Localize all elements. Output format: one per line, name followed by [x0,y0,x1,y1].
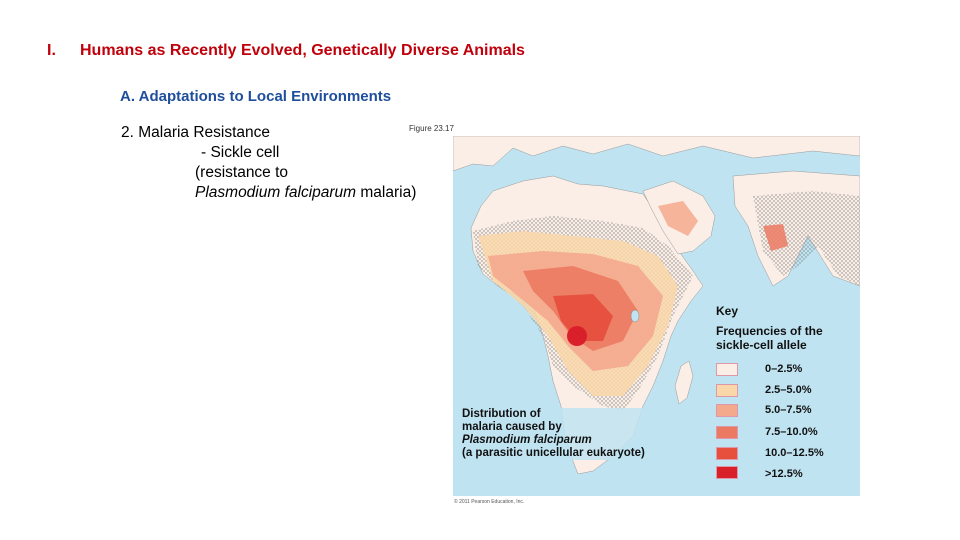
europe-land [453,136,860,172]
madagascar-land [674,360,694,405]
lake-victoria [630,309,640,323]
distribution-line-italic: Plasmodium falciparum [462,434,592,446]
freq-peak [567,326,587,346]
body-line-malaria: 2. Malaria Resistance [121,124,271,141]
key-title: Key [716,304,739,318]
legend-swatch [716,447,738,460]
legend-label: 2.5–5.0% [765,384,812,396]
body-text: 2. Malaria Resistance - Sickle cell (res… [121,123,416,203]
asia-malaria-distribution [753,191,860,286]
sickle-cell-map: Key Frequencies of the sickle-cell allel… [453,136,860,496]
legend-label: 10.0–12.5% [765,447,824,459]
legend-swatch [716,466,738,479]
legend-swatch [716,404,738,417]
legend-swatch [716,363,738,376]
key-subtitle: Frequencies of the sickle-cell allele [716,324,823,352]
figure-label: Figure 23.17 [409,124,454,133]
distribution-line: (a parasitic unicellular eukaryote) [462,447,645,459]
legend-swatch [716,426,738,439]
legend-swatch [716,384,738,397]
freq-patch-india [763,224,788,251]
body-line-sickle: - Sickle cell [201,144,280,161]
legend-label: 5.0–7.5% [765,404,812,416]
legend-label: 0–2.5% [765,363,803,375]
plasmodium-italic: Plasmodium falciparum [195,184,357,201]
map-drawing [453,136,860,475]
slide-subtitle: A. Adaptations to Local Environments [120,88,392,105]
freq-patch-arabia [658,201,698,236]
body-line-resistance: (resistance to [195,164,289,181]
freq-patch-very-high [553,294,613,341]
slide-title: Humans as Recently Evolved, Genetically … [80,42,525,59]
body-line-plasmodium: Plasmodium falciparum malaria) [121,183,416,203]
malaria-suffix: malaria) [356,184,417,201]
copyright-text: © 2011 Pearson Education, Inc. [454,499,525,505]
section-number: I. [47,42,56,59]
legend-label: >12.5% [765,468,803,480]
distribution-line: Distribution of [462,408,541,420]
distribution-caption: Distribution of malaria caused by Plasmo… [462,408,645,460]
legend-label: 7.5–10.0% [765,426,818,438]
distribution-line: malaria caused by [462,421,562,433]
